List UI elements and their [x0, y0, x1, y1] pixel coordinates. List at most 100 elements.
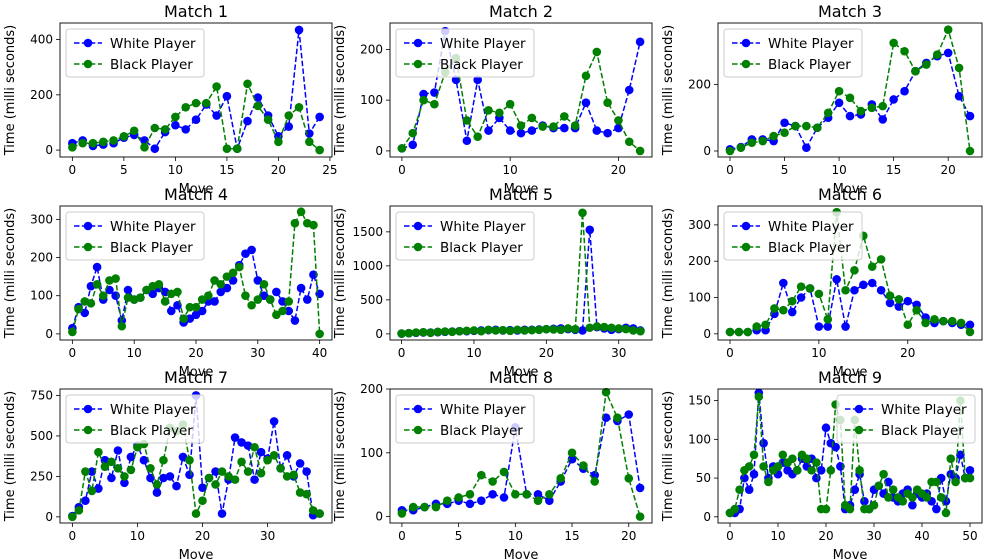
data-point	[210, 276, 219, 285]
data-point	[465, 489, 475, 499]
data-point	[592, 126, 602, 135]
data-point	[533, 489, 543, 499]
legend-marker	[741, 221, 751, 231]
y-tick-label: 0	[45, 327, 53, 341]
data-point	[636, 326, 645, 336]
data-point	[119, 131, 129, 141]
data-point	[107, 473, 116, 483]
data-point	[538, 122, 547, 131]
series-white-player	[68, 245, 324, 333]
data-point	[624, 137, 634, 147]
subplot-title: Match 3	[818, 2, 882, 21]
data-point	[476, 326, 486, 336]
x-tick-label: 10	[503, 163, 518, 177]
data-point	[788, 454, 797, 464]
data-point	[563, 324, 573, 333]
data-point	[834, 98, 844, 108]
data-point	[210, 297, 219, 306]
data-point	[912, 305, 921, 315]
data-point	[234, 262, 244, 272]
data-point	[780, 128, 789, 138]
axes-frame	[717, 22, 983, 158]
data-point	[889, 95, 898, 104]
legend-label: White Player	[110, 219, 196, 235]
y-tick-label: 100	[688, 432, 711, 446]
data-point	[159, 455, 168, 465]
data-point	[823, 322, 833, 331]
data-point	[92, 279, 102, 289]
x-axis-label: Move	[179, 548, 214, 560]
data-point	[477, 496, 486, 505]
y-tick-label: 300	[688, 218, 711, 232]
data-point	[812, 473, 821, 483]
y-tick-label: 0	[45, 510, 53, 524]
data-point	[628, 326, 638, 335]
data-point	[792, 466, 802, 475]
data-point	[462, 116, 472, 125]
data-point	[743, 327, 753, 337]
x-tick-label: 10	[811, 346, 826, 360]
data-point	[462, 136, 472, 146]
data-point	[217, 509, 227, 518]
data-point	[165, 472, 175, 481]
legend-label: White Player	[110, 36, 196, 52]
legend: White Player Black Player	[65, 211, 205, 261]
data-point	[832, 275, 841, 284]
data-point	[178, 452, 188, 462]
data-point	[191, 98, 201, 108]
data-point	[211, 467, 220, 476]
data-point	[581, 71, 591, 81]
y-tick-label: 0	[375, 144, 383, 158]
data-point	[146, 464, 155, 473]
data-point	[635, 512, 645, 521]
data-point	[92, 262, 102, 272]
data-point	[228, 268, 238, 278]
data-point	[404, 328, 414, 338]
data-point	[430, 99, 439, 109]
data-point	[181, 125, 190, 134]
data-point	[567, 454, 577, 464]
y-tick-label: 750	[30, 388, 53, 402]
data-point	[272, 310, 281, 320]
data-point	[624, 474, 634, 483]
data-point	[294, 25, 304, 35]
x-tick-label: 20	[941, 163, 956, 177]
data-point	[922, 60, 931, 69]
y-tick-label: 250	[30, 469, 53, 483]
data-point	[592, 47, 602, 57]
data-point	[734, 327, 744, 337]
data-point	[585, 323, 595, 333]
data-point	[290, 218, 300, 228]
legend: White Player Black Player	[395, 211, 535, 261]
data-point	[549, 122, 558, 131]
data-point	[430, 88, 439, 97]
subplot-title: Match 1	[164, 2, 228, 21]
data-point	[814, 322, 824, 331]
y-tick-label: 0	[375, 510, 383, 524]
data-point	[217, 467, 227, 476]
data-point	[111, 274, 120, 283]
data-point	[120, 472, 129, 481]
data-point	[253, 101, 263, 111]
data-point	[315, 509, 324, 518]
data-point	[567, 448, 577, 458]
data-point	[228, 276, 238, 285]
x-tick-label: 20	[195, 529, 210, 543]
data-point	[81, 467, 90, 476]
data-point	[212, 111, 221, 120]
data-point	[850, 285, 859, 295]
y-tick-label: 200	[30, 88, 53, 102]
data-point	[294, 102, 304, 112]
data-point	[823, 108, 833, 118]
data-point	[921, 318, 930, 328]
data-point	[484, 325, 493, 335]
y-tick-label: 300	[30, 212, 53, 226]
data-point	[247, 245, 256, 255]
data-point	[152, 480, 162, 489]
data-point	[556, 325, 566, 335]
y-tick-label: 0	[703, 510, 711, 524]
data-point	[265, 295, 275, 304]
data-point	[418, 327, 428, 337]
